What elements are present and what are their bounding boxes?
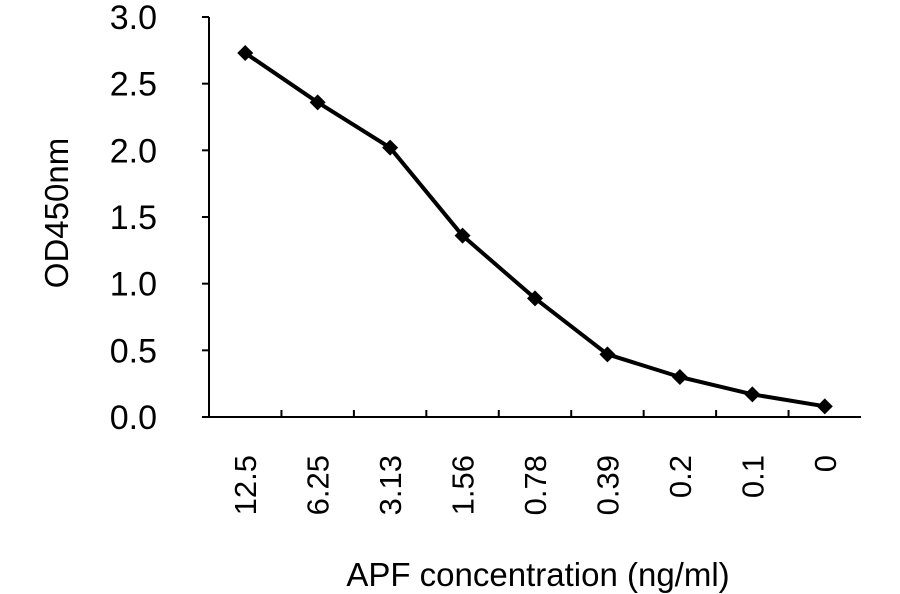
y-tick-label: 2.0 [110, 132, 157, 170]
x-tick-label: 0 [808, 455, 843, 472]
x-axis-title: APF concentration (ng/ml) [346, 556, 729, 593]
axes [208, 17, 861, 418]
y-tick-label: 0.0 [110, 399, 157, 437]
data-point [527, 290, 543, 307]
series [237, 45, 833, 415]
x-tick-label: 12.5 [228, 455, 263, 515]
x-tick-label: 0.78 [518, 455, 553, 515]
x-tick-label: 1.56 [446, 455, 481, 515]
data-point [599, 346, 616, 363]
series-line [244, 51, 826, 409]
data-point [382, 139, 399, 156]
x-tick-label: 6.25 [301, 455, 336, 515]
x-tick-label: 0.2 [663, 455, 698, 498]
y-tick-label: 2.5 [110, 66, 157, 104]
y-axis-title: OD450nm [38, 138, 75, 288]
data-point [816, 398, 833, 415]
x-tick-label: 3.13 [373, 455, 408, 515]
y-tick-label: 1.5 [110, 199, 157, 237]
data-point [454, 227, 471, 244]
data-point [744, 386, 761, 403]
y-tick-label: 3.0 [110, 0, 157, 37]
data-point [237, 45, 254, 61]
x-tick-label: 0.1 [735, 455, 770, 498]
y-tick-label: 0.5 [110, 332, 157, 370]
data-point [671, 369, 688, 385]
data-point [309, 94, 326, 111]
x-ticks: 12.5 6.25 3.13 1.56 0.78 0.39 0.2 0.1 0 [228, 410, 843, 515]
y-tick-label: 1.0 [110, 266, 157, 304]
x-tick-label: 0.39 [590, 455, 625, 515]
y-ticks: 0.0 0.5 1.0 1.5 2.0 2.5 3.0 [110, 0, 209, 437]
